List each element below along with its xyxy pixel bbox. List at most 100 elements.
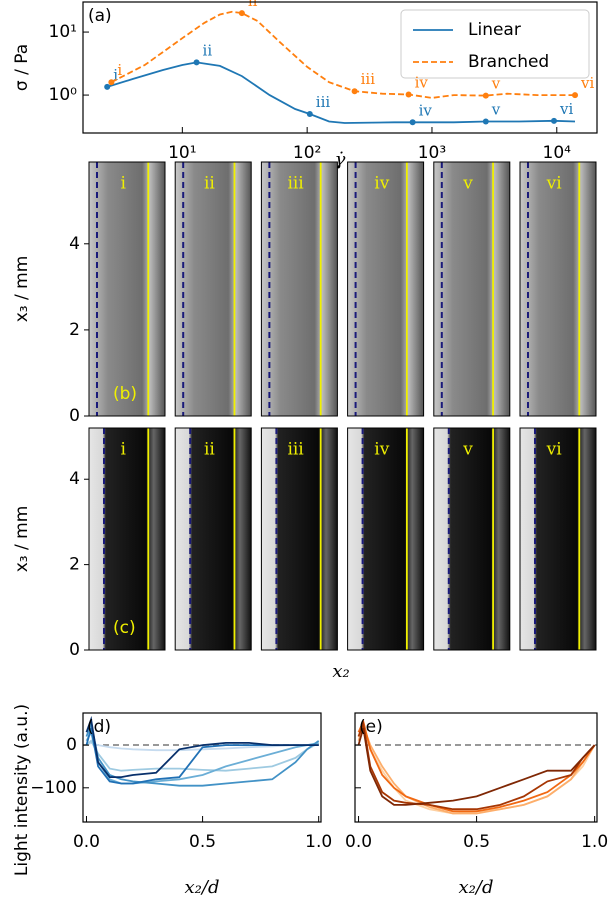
point-label: ii [248, 0, 258, 10]
axes-frame [354, 712, 598, 823]
image-frame [347, 427, 425, 651]
image-label: v [462, 440, 473, 460]
x-tick-label: 10² [293, 143, 321, 163]
image-frame [88, 161, 166, 417]
data-point [108, 79, 115, 86]
image-panel [89, 162, 165, 416]
image-label: iii [287, 174, 304, 194]
image-frame [260, 427, 338, 651]
image-label: iii [287, 440, 304, 460]
x-tick-label: 0.0 [345, 832, 372, 852]
image-panel [261, 428, 338, 650]
image-panel [520, 428, 596, 650]
legend-label: Branched [468, 52, 549, 72]
data-line [357, 723, 596, 815]
image-panel [347, 162, 424, 416]
point-label: i [113, 66, 118, 84]
y-tick-label: 2 [69, 320, 80, 340]
y-axis-label: x₃ / mm [12, 506, 32, 573]
y-tick-label: 4 [69, 234, 80, 254]
data-line [357, 720, 596, 811]
x-tick-label: 0.5 [189, 832, 216, 852]
data-line [110, 10, 575, 99]
data-line [85, 715, 319, 778]
panel-label: (a) [88, 6, 112, 26]
y-axis-label: Light intensity (a.u.) [12, 704, 32, 876]
x-tick-label: 0.5 [463, 832, 490, 852]
image-panel [261, 162, 338, 416]
data-point [482, 92, 489, 99]
panel-label: (d) [87, 717, 111, 737]
point-label: iii [361, 70, 376, 88]
y-tick-label: 0 [69, 640, 80, 660]
axes-frame [82, 1, 598, 134]
image-frame [519, 161, 597, 417]
x-axis-label: x₂/d [185, 877, 220, 898]
y-tick-label: 4 [69, 469, 80, 489]
point-label: vi [580, 74, 594, 92]
data-line [357, 718, 596, 813]
data-point [405, 91, 412, 98]
image-label: v [462, 174, 473, 194]
image-label: i [120, 440, 126, 460]
image-panel [520, 162, 596, 416]
x-tick-label: 1.0 [305, 832, 332, 852]
y-tick-label: 10¹ [49, 22, 77, 42]
legend-label: Linear [468, 20, 521, 40]
image-label: ii [204, 440, 215, 460]
y-tick-label: 2 [69, 555, 80, 575]
data-point [351, 88, 358, 95]
image-frame [88, 427, 166, 651]
point-label: iii [316, 93, 331, 111]
image-panel [175, 428, 252, 650]
point-label: iv [419, 101, 433, 119]
data-point [551, 117, 558, 124]
image-frame [174, 427, 252, 651]
panel-label: (c) [113, 618, 136, 638]
data-point [572, 92, 579, 99]
panel-label: (e) [359, 717, 383, 737]
data-point [238, 10, 245, 17]
x-tick-label: 10⁴ [543, 143, 572, 163]
image-label: iv [374, 174, 389, 194]
data-point [193, 59, 200, 66]
image-panel [89, 428, 165, 650]
image-frame [433, 161, 511, 417]
data-line [85, 729, 319, 785]
legend-box [400, 9, 590, 79]
y-tick-label: 10⁰ [49, 85, 78, 105]
data-point [482, 118, 489, 125]
x-axis-label: x₂/d [459, 877, 494, 898]
y-axis-label: x₃ / mm [12, 256, 32, 323]
image-frame [174, 161, 252, 417]
point-label: iv [415, 74, 429, 92]
data-point [306, 111, 313, 118]
data-line [85, 739, 320, 772]
image-frame [519, 427, 597, 651]
y-tick-label: 0 [69, 406, 80, 426]
image-panel [347, 428, 424, 650]
x-axis-label: x₂ [332, 661, 349, 682]
data-point [104, 83, 111, 90]
x-tick-label: 10¹ [168, 143, 196, 163]
point-label: i [117, 61, 122, 79]
y-tick-label: 0 [66, 735, 77, 755]
data-line [357, 727, 596, 806]
x-tick-label: 0.0 [73, 832, 100, 852]
point-label: vi [559, 100, 573, 118]
data-line [85, 720, 320, 787]
x-tick-label: 10³ [418, 143, 446, 163]
image-label: vi [546, 174, 563, 194]
data-point [409, 119, 416, 126]
image-label: i [120, 174, 126, 194]
image-panel [433, 162, 510, 416]
x-axis-label: γ̇ [335, 149, 346, 170]
y-axis-label: σ / Pa [12, 44, 32, 91]
panel-label: (b) [113, 384, 137, 404]
image-panel [175, 162, 252, 416]
image-frame [260, 161, 338, 417]
point-label: v [491, 75, 501, 93]
point-label: ii [203, 41, 213, 59]
image-panel [433, 428, 510, 650]
